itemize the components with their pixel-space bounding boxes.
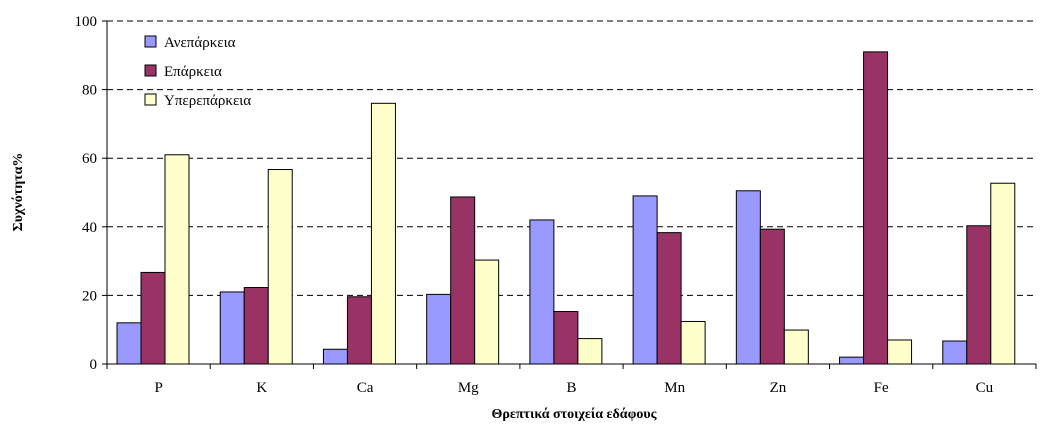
bar-Ca-series-3 <box>370 102 396 365</box>
legend-label-1: Ανεπάρκεια <box>164 35 236 51</box>
bar-P-series-1 <box>116 322 142 365</box>
x-tick-label-B: B <box>566 380 576 396</box>
gridlines <box>107 20 1036 296</box>
x-tick-label-Ca: Ca <box>357 380 374 396</box>
y-tick-label-0: 0 <box>90 357 98 373</box>
y-tick-label-80: 80 <box>82 83 97 99</box>
y-tick-label-100: 100 <box>75 14 98 30</box>
bar-Mn-series-3 <box>680 320 706 365</box>
legend-label-2: Επάρκεια <box>164 64 222 80</box>
bar-Fe-series-2 <box>863 51 889 365</box>
bar-Cu-series-1 <box>942 340 968 365</box>
x-tick-label-Mn: Mn <box>664 380 685 396</box>
x-tick-label-K: K <box>256 380 267 396</box>
bar-Mg-series-1 <box>426 293 452 365</box>
bar-B-series-1 <box>529 219 555 365</box>
x-tick-label-P: P <box>154 380 162 396</box>
legend-swatch-1 <box>144 35 157 48</box>
x-tick-label-Mg: Mg <box>458 380 479 396</box>
bar-Zn-series-3 <box>783 329 809 365</box>
bar-K-series-3 <box>267 169 293 365</box>
bar-Zn-series-2 <box>759 228 785 365</box>
bars <box>116 51 1016 365</box>
bar-K-series-1 <box>219 291 245 365</box>
legend-label-3: Υπερεπάρκεια <box>164 93 251 109</box>
x-tick-label-Fe: Fe <box>874 380 889 396</box>
bar-Ca-series-2 <box>346 296 372 365</box>
y-tick-label-40: 40 <box>82 220 97 236</box>
legend-swatch-2 <box>144 64 157 77</box>
bar-P-series-2 <box>140 271 166 365</box>
x-axis-title: Θρεπτικά στοιχεία εδάφους <box>492 407 658 422</box>
bar-Cu-series-3 <box>990 182 1016 365</box>
bar-Mn-series-2 <box>656 232 682 365</box>
bar-Mn-series-1 <box>632 195 658 365</box>
y-tick-label-60: 60 <box>82 151 97 167</box>
bar-B-series-2 <box>553 311 579 365</box>
bar-Cu-series-2 <box>966 225 992 365</box>
bar-P-series-3 <box>164 154 190 365</box>
axes <box>102 20 1037 369</box>
legend-swatch-3 <box>144 93 157 106</box>
bar-B-series-3 <box>577 338 603 365</box>
x-tick-label-Cu: Cu <box>976 380 994 396</box>
bar-Mg-series-2 <box>450 196 476 365</box>
y-axis-title: Συχνότητα% <box>11 153 26 232</box>
bar-K-series-2 <box>243 287 269 365</box>
legend: Ανεπάρκεια Επάρκεια Υπερεπάρκεια <box>144 35 251 109</box>
y-tick-label-20: 20 <box>82 288 97 304</box>
x-tick-label-Zn: Zn <box>770 380 787 396</box>
bar-Mg-series-3 <box>474 259 500 365</box>
tick-labels: 0 20 40 60 80 100 P K Ca Mg B Mn Zn Fe Cu <box>75 14 994 396</box>
bar-Fe-series-1 <box>839 356 865 365</box>
bar-Fe-series-3 <box>887 339 913 365</box>
bar-Ca-series-1 <box>322 348 348 365</box>
bar-Zn-series-1 <box>735 190 761 365</box>
